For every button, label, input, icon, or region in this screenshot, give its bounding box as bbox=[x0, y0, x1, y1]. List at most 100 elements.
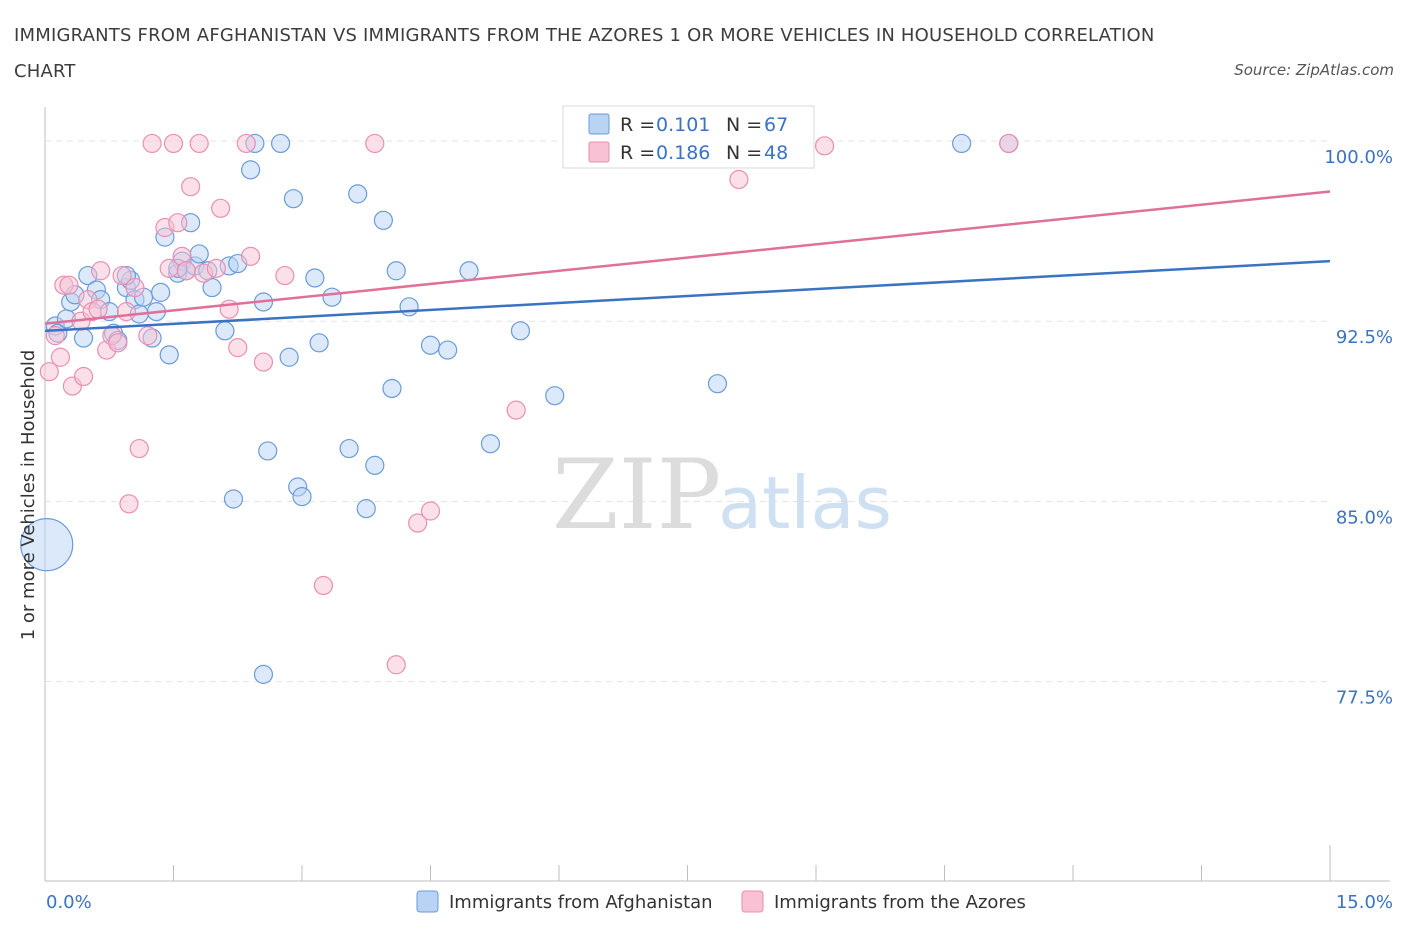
data-point-azores bbox=[365, 133, 385, 154]
data-point-afghanistan bbox=[545, 386, 565, 406]
data-point-afghanistan bbox=[309, 333, 329, 353]
stats-legend-swatch-pink bbox=[588, 141, 610, 163]
stats-legend-n-label-blue: N = bbox=[726, 114, 762, 136]
data-point-afghanistan bbox=[386, 261, 406, 281]
y-axis-label: 1 or more Vehicles in Household bbox=[18, 350, 39, 641]
watermark-atlas: atlas bbox=[718, 461, 892, 545]
data-point-afghanistan bbox=[356, 499, 376, 519]
stats-legend-swatch-blue bbox=[588, 113, 610, 135]
data-point-azores bbox=[999, 133, 1019, 154]
data-point-azores bbox=[420, 501, 441, 521]
data-point-azores bbox=[73, 366, 94, 387]
data-point-afghanistan bbox=[292, 486, 312, 507]
data-point-azores bbox=[189, 133, 209, 154]
stats-legend-n-value-blue: 67 bbox=[764, 114, 788, 136]
data-point-afghanistan bbox=[510, 321, 531, 341]
data-point-azores bbox=[253, 352, 274, 372]
x-tick-label: 0.0% bbox=[46, 892, 92, 913]
stats-legend-n-value-pink: 48 bbox=[764, 142, 788, 164]
data-point-azores bbox=[88, 299, 108, 319]
data-point-azores bbox=[313, 575, 334, 596]
data-point-azores bbox=[241, 246, 261, 266]
data-point-afghanistan bbox=[420, 335, 441, 355]
data-point-afghanistan bbox=[707, 374, 728, 394]
data-point-afghanistan bbox=[305, 268, 325, 288]
data-point-azores bbox=[59, 275, 79, 295]
data-point-azores bbox=[236, 133, 256, 154]
data-point-azores bbox=[50, 347, 71, 367]
data-points bbox=[20, 133, 1019, 684]
data-point-afghanistan bbox=[279, 347, 299, 367]
data-point-azores bbox=[142, 133, 162, 154]
data-point-azores bbox=[163, 133, 184, 154]
series-legend-label-azores: Immigrants from the Azores bbox=[774, 892, 1026, 913]
data-point-afghanistan bbox=[202, 277, 222, 298]
y-tick-label: 92.5% bbox=[1336, 327, 1393, 348]
data-point-afghanistan bbox=[151, 282, 171, 302]
data-point-afghanistan bbox=[322, 287, 342, 307]
watermark: ZIP atlas bbox=[552, 439, 892, 551]
data-point-azores bbox=[275, 265, 295, 286]
y-tick-labels: 77.5% 85.0% 92.5% 100.0% bbox=[1324, 147, 1393, 709]
data-point-azores bbox=[729, 169, 749, 190]
data-point-afghanistan bbox=[952, 133, 972, 154]
data-point-afghanistan bbox=[253, 664, 274, 684]
x-tick-labels: 0.0% 15.0% bbox=[46, 892, 1393, 913]
data-point-afghanistan bbox=[348, 184, 368, 204]
data-point-azores bbox=[168, 213, 188, 233]
data-point-afghanistan bbox=[480, 434, 501, 454]
data-point-afghanistan bbox=[73, 328, 94, 348]
data-point-azores bbox=[206, 258, 226, 278]
trend-lines bbox=[44, 190, 1331, 333]
data-point-afghanistan bbox=[365, 455, 385, 475]
data-point-azores bbox=[119, 494, 139, 514]
series-legend: Immigrants from Afghanistan Immigrants f… bbox=[416, 890, 1026, 913]
data-point-azores bbox=[181, 177, 201, 197]
data-point-azores bbox=[108, 333, 128, 353]
y-tick-label: 85.0% bbox=[1336, 507, 1393, 528]
watermark-zip: ZIP bbox=[552, 439, 721, 551]
data-point-afghanistan bbox=[339, 438, 359, 459]
data-point-azores bbox=[138, 326, 158, 346]
series-legend-label-afghanistan: Immigrants from Afghanistan bbox=[449, 892, 713, 913]
data-point-azores bbox=[228, 338, 248, 358]
stats-legend-r-label-pink: R = bbox=[620, 142, 655, 164]
data-point-azores bbox=[176, 261, 196, 281]
data-point-afghanistan bbox=[223, 489, 244, 509]
data-point-afghanistan bbox=[382, 378, 402, 399]
data-point-azores bbox=[91, 261, 111, 281]
data-point-afghanistan bbox=[215, 321, 235, 341]
data-point-afghanistan bbox=[241, 160, 261, 180]
data-point-afghanistan bbox=[373, 210, 393, 230]
data-point-azores bbox=[39, 362, 59, 382]
data-point-afghanistan bbox=[20, 518, 74, 572]
y-tick-label: 100.0% bbox=[1324, 147, 1393, 168]
stats-legend-r-value-blue: 0.101 bbox=[656, 114, 710, 136]
data-point-azores bbox=[506, 400, 526, 420]
data-point-afghanistan bbox=[159, 345, 179, 365]
data-point-azores bbox=[112, 265, 132, 286]
data-point-azores bbox=[116, 302, 136, 322]
trend-line-afghanistan bbox=[44, 259, 1331, 333]
stats-legend-r-value-pink: 0.186 bbox=[656, 142, 710, 164]
data-point-afghanistan bbox=[438, 340, 458, 360]
series-legend-swatch-azores bbox=[741, 890, 764, 913]
data-point-afghanistan bbox=[459, 261, 479, 281]
grid-lines bbox=[45, 140, 1330, 683]
data-point-afghanistan bbox=[283, 189, 304, 209]
trend-line-azores bbox=[44, 190, 1331, 325]
x-tick-label: 15.0% bbox=[1336, 892, 1393, 913]
data-point-azores bbox=[386, 655, 406, 675]
data-point-azores bbox=[211, 198, 231, 218]
axes bbox=[44, 107, 1390, 882]
data-point-azores bbox=[125, 277, 145, 298]
chart-title: IMMIGRANTS FROM AFGHANISTAN VS IMMIGRANT… bbox=[14, 25, 1155, 82]
data-point-azores bbox=[408, 513, 428, 533]
stats-legend: R = 0.101 N = 67 R = 0.186 N = 48 bbox=[562, 105, 815, 169]
data-point-afghanistan bbox=[399, 297, 419, 317]
data-point-azores bbox=[129, 438, 149, 459]
data-point-afghanistan bbox=[270, 133, 291, 154]
series-legend-swatch-afghanistan bbox=[416, 890, 439, 913]
data-point-azores bbox=[814, 136, 835, 156]
